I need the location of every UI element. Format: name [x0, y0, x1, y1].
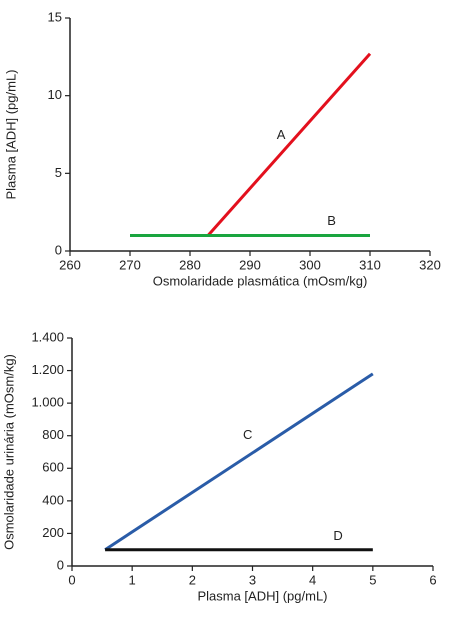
x-tick-label: 270: [119, 257, 141, 272]
x-tick-label: 0: [68, 572, 75, 587]
x-axis-label: Plasma [ADH] (pg/mL): [197, 588, 327, 603]
x-tick-label: 2: [189, 572, 196, 587]
y-tick-label: 600: [42, 460, 64, 475]
y-axis-label: Osmolaridade urinária (mOsm/kg): [1, 354, 16, 550]
series-line: [206, 52, 372, 237]
y-tick-label: 1.200: [31, 362, 64, 377]
y-tick-label: 400: [42, 492, 64, 507]
x-tick-label: 280: [179, 257, 201, 272]
y-tick-label: 5: [55, 165, 62, 180]
series-label: D: [333, 528, 342, 543]
y-tick-label: 10: [48, 87, 62, 102]
y-axis-label: Plasma [ADH] (pg/mL): [3, 69, 18, 199]
y-tick-label: 15: [48, 9, 62, 24]
series-label: C: [243, 427, 252, 442]
x-tick-label: 320: [419, 257, 441, 272]
y-tick-label: 1.000: [31, 395, 64, 410]
x-tick-label: 310: [359, 257, 381, 272]
x-tick-label: 5: [369, 572, 376, 587]
x-axis-label: Osmolaridade plasmática (mOsm/kg): [153, 273, 368, 288]
series-line: [104, 372, 374, 551]
x-tick-label: 260: [59, 257, 81, 272]
x-tick-label: 290: [239, 257, 261, 272]
x-tick-label: 4: [309, 572, 316, 587]
y-tick-label: 200: [42, 525, 64, 540]
x-tick-label: 6: [429, 572, 436, 587]
x-tick-label: 1: [129, 572, 136, 587]
y-tick-label: 800: [42, 427, 64, 442]
y-tick-label: 0: [55, 242, 62, 257]
x-tick-label: 3: [249, 572, 256, 587]
series-label: A: [277, 127, 286, 142]
y-tick-label: 1.400: [31, 329, 64, 344]
series-label: B: [327, 213, 336, 228]
y-tick-label: 0: [57, 557, 64, 572]
x-tick-label: 300: [299, 257, 321, 272]
